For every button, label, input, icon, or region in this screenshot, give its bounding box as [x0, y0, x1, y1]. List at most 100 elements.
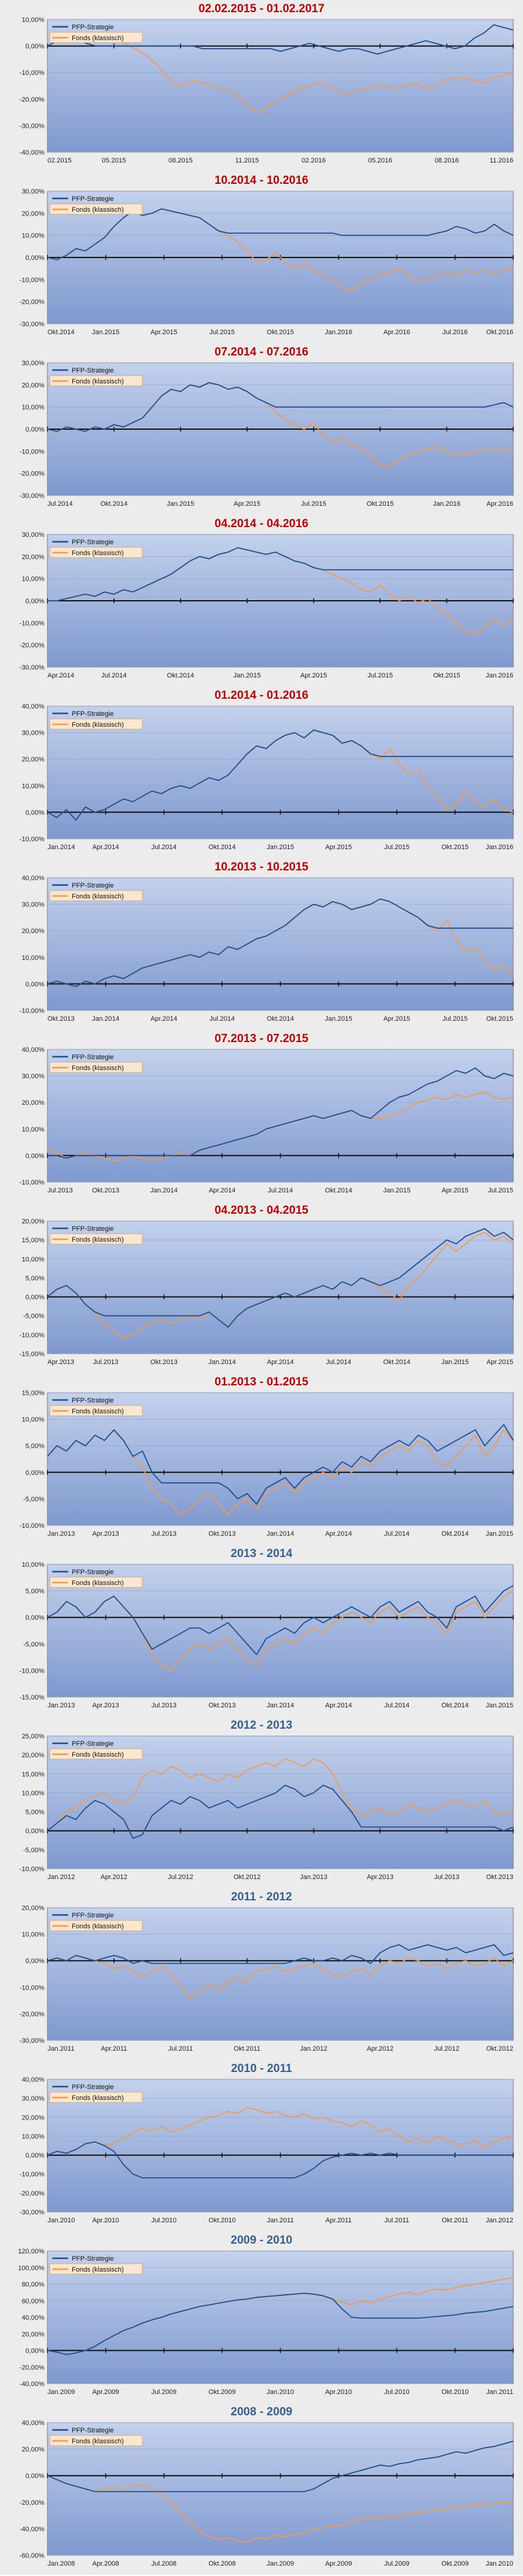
- y-tick-label: -10,00%: [19, 836, 44, 843]
- chart-title: 04.2014 - 04.2016: [214, 517, 309, 530]
- legend-label: Fonds (klassisch): [72, 378, 124, 385]
- chart-panel: 2013 - 2014 10,00% 5,00% 0,00% -5,00% -10,00%…: [0, 1545, 523, 1717]
- line-chart: 40,00%30,00%20,00%10,00%0,00%-10,00%Okt.…: [19, 875, 514, 1023]
- y-tick-label: 10,00%: [22, 1256, 45, 1263]
- y-tick-label: 10,00%: [22, 233, 45, 240]
- legend-highlight-box: [49, 2263, 143, 2275]
- chart-panel: 02.02.2015 - 01.02.2017 10,00% 0,00% -10,00…: [0, 0, 523, 172]
- y-tick-label: 10,00%: [22, 1931, 45, 1939]
- legend-label: Fonds (klassisch): [72, 721, 124, 729]
- x-tick-label: Jul.2015: [442, 1015, 468, 1023]
- line-chart: 40,00%30,00%20,00%10,00%0,00%-10,00%Jan.…: [19, 703, 514, 851]
- chart-panel: 2012 - 2013 25,00% 20,00% 15,00% 10,00% 5,00%…: [0, 1717, 523, 1888]
- chart-title: 10.2014 - 10.2016: [214, 174, 309, 187]
- legend: PFP-Strategie Fonds (klassisch): [49, 1397, 143, 1416]
- y-tick-label: 40,00%: [22, 703, 45, 710]
- x-tick-label: Okt.2016: [486, 329, 513, 336]
- x-tick-label: Jan.2014: [150, 1187, 178, 1194]
- x-tick-label: Jan.2014: [47, 844, 75, 851]
- x-tick-label: Jul.2014: [209, 1015, 235, 1023]
- legend-highlight-box: [49, 890, 143, 901]
- x-tick-label: Apr.2012: [100, 1874, 127, 1881]
- x-tick-label: Okt.2010: [442, 2389, 469, 2396]
- x-tick-label: Jan.2014: [92, 1015, 119, 1023]
- chart-panel: 07.2014 - 07.2016 30,00% 20,00% 10,00% 0,00%…: [0, 343, 523, 515]
- x-tick-label: Apr.2015: [442, 1187, 468, 1194]
- legend: PFP-Strategie Fonds (klassisch): [49, 367, 143, 387]
- x-tick-label: 08.2015: [168, 157, 193, 164]
- y-tick-label: -20,00%: [19, 471, 44, 478]
- x-tick-label: Jul.2011: [384, 2217, 409, 2224]
- legend-label: Fonds (klassisch): [72, 1236, 124, 1244]
- legend-highlight-box: [49, 1577, 143, 1588]
- x-tick-label: Apr.2014: [267, 1359, 294, 1366]
- x-tick-label: Okt.2009: [442, 2560, 469, 2567]
- legend-highlight-box: [49, 2435, 143, 2446]
- series-line-pfp-strategie: [47, 1424, 514, 1505]
- x-tick-label: Jul.2016: [442, 329, 468, 336]
- series-line-pfp-strategie: [47, 1944, 514, 1964]
- y-tick-label: 10,00%: [22, 1561, 45, 1569]
- y-tick-label: 0,00%: [26, 2348, 44, 2355]
- chart-panel: 2010 - 2011 40,00% 30,00% 20,00% 10,00% 0,00%…: [0, 2060, 523, 2231]
- x-tick-label: Jul.2015: [301, 500, 327, 508]
- y-tick-label: -5,00%: [23, 1313, 44, 1320]
- x-tick-label: Jan.2015: [234, 672, 261, 679]
- y-tick-label: 100,00%: [18, 2264, 45, 2272]
- y-tick-label: -20,00%: [19, 2499, 44, 2507]
- y-tick-label: 15,00%: [22, 1237, 45, 1244]
- legend-label: PFP-Strategie: [72, 1054, 114, 1061]
- legend: PFP-Strategie Fonds (klassisch): [49, 1569, 143, 1588]
- x-tick-label: Okt.2014: [167, 672, 195, 679]
- x-tick-label: Jan.2016: [486, 672, 513, 679]
- legend-label: PFP-Strategie: [72, 1397, 114, 1404]
- y-tick-label: 30,00%: [22, 1073, 45, 1080]
- legend-label: Fonds (klassisch): [72, 2095, 124, 2102]
- chart-panel: 07.2013 - 07.2015 40,00% 30,00% 20,00% 10,00…: [0, 1030, 523, 1202]
- x-tick-label: Apr.2014: [325, 1530, 352, 1538]
- series-line-pfp-strategie: [47, 1585, 514, 1656]
- y-tick-label: 10,00%: [22, 783, 45, 790]
- legend: PFP-Strategie Fonds (klassisch): [49, 1225, 143, 1245]
- legend-label: Fonds (klassisch): [72, 35, 124, 42]
- x-tick-label: Apr.2014: [209, 1187, 235, 1194]
- legend-label: PFP-Strategie: [72, 195, 114, 203]
- x-tick-label: Jan.2014: [266, 1530, 294, 1538]
- legend-highlight-box: [49, 547, 143, 558]
- x-tick-label: Okt.2014: [383, 1359, 410, 1366]
- y-tick-label: 20,00%: [22, 382, 45, 389]
- legend-highlight-box: [49, 1920, 143, 1931]
- y-tick-label: -10,00%: [19, 1667, 44, 1675]
- y-tick-label: -30,00%: [19, 2037, 44, 2045]
- y-tick-label: -20,00%: [19, 2011, 44, 2018]
- x-tick-label: Jul.2014: [268, 1187, 293, 1194]
- chart-panel: 2011 - 2012 20,00% 10,00% 0,00% -10,00% -20,0…: [0, 1888, 523, 2060]
- x-tick-label: Okt.2015: [367, 500, 394, 508]
- chart-title: 10.2013 - 10.2015: [214, 861, 309, 873]
- chart-title: 2013 - 2014: [230, 1547, 293, 1560]
- legend: PFP-Strategie Fonds (klassisch): [49, 2427, 143, 2446]
- y-tick-label: 20,00%: [22, 1218, 45, 1225]
- legend-label: Fonds (klassisch): [72, 1065, 124, 1072]
- legend-label: PFP-Strategie: [72, 2084, 114, 2091]
- legend: PFP-Strategie Fonds (klassisch): [49, 539, 143, 558]
- series-line-pfp-strategie: [47, 2292, 514, 2356]
- y-tick-label: -5,00%: [23, 1496, 44, 1503]
- series-line-pfp-strategie: [47, 898, 513, 987]
- x-tick-label: Apr.2013: [47, 1359, 74, 1366]
- x-tick-label: Okt.2013: [150, 1359, 178, 1366]
- legend: PFP-Strategie Fonds (klassisch): [49, 882, 143, 901]
- x-tick-label: Apr.2016: [383, 329, 410, 336]
- x-tick-label: Jul.2015: [209, 329, 235, 336]
- chart-title: 02.02.2015 - 01.02.2017: [198, 2, 325, 15]
- y-tick-label: -30,00%: [19, 122, 44, 130]
- y-tick-label: -10,00%: [19, 1522, 44, 1530]
- legend-label: Fonds (klassisch): [72, 1580, 124, 1587]
- y-tick-label: -10,00%: [19, 1984, 44, 1992]
- x-tick-label: Jan.2010: [266, 2389, 294, 2396]
- legend-label: Fonds (klassisch): [72, 2266, 124, 2273]
- y-tick-label: 0,00%: [26, 254, 44, 262]
- y-tick-label: 30,00%: [22, 531, 45, 539]
- x-tick-label: Jan.2015: [325, 1015, 352, 1023]
- x-tick-label: Jan.2011: [47, 2045, 74, 2053]
